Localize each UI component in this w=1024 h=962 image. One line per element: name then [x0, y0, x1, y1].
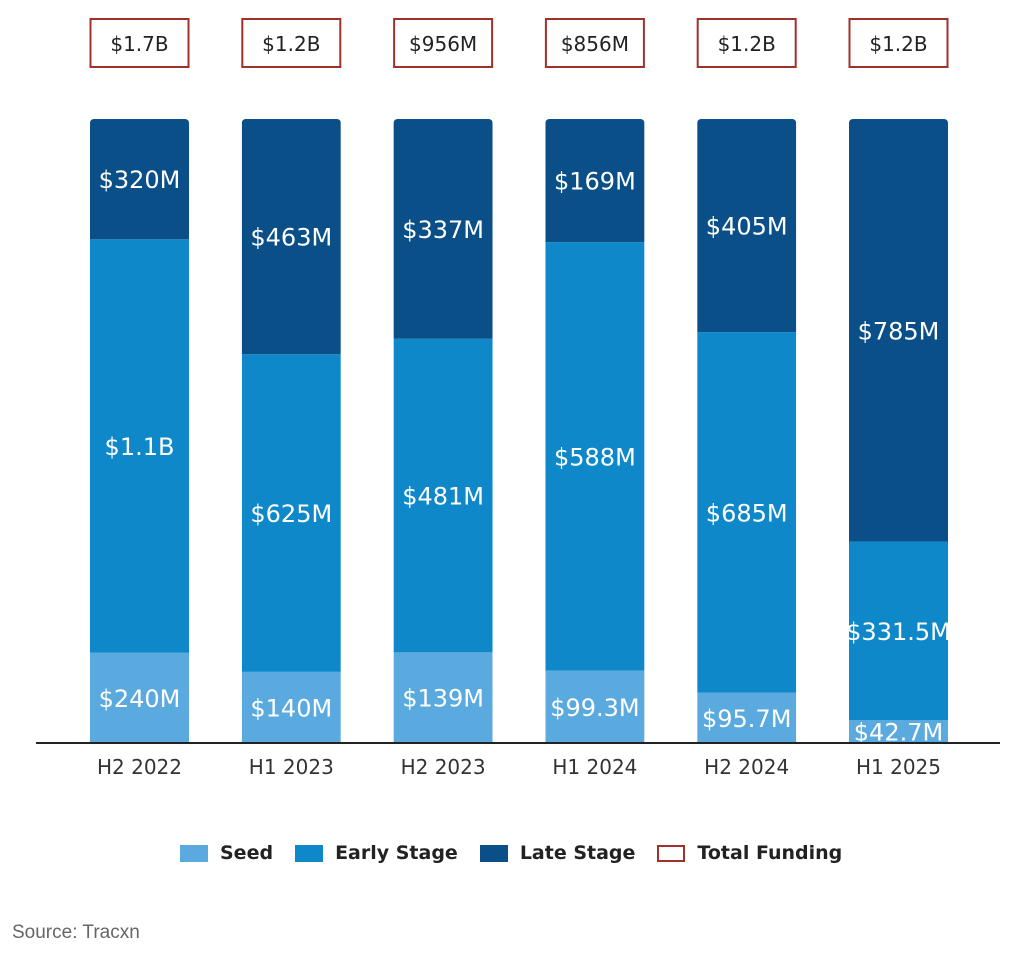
bar-segment-late-stage	[697, 119, 797, 333]
source-note: Source: Tracxn	[12, 922, 140, 943]
bar-segment-late-stage	[90, 119, 189, 240]
x-tick-label: H1 2025	[856, 755, 941, 779]
bar-segment-early-stage	[697, 332, 797, 693]
legend-label-early-stage: Early Stage	[335, 842, 458, 864]
data-label: $240M	[99, 685, 181, 713]
total-funding-label: $856M	[561, 32, 629, 56]
total-funding-label: $1.2B	[718, 32, 776, 56]
data-label: $337M	[402, 216, 484, 244]
data-label: $588M	[554, 443, 636, 471]
total-funding-label: $1.2B	[869, 32, 927, 56]
data-label: $405M	[706, 213, 788, 241]
data-label: $42.7M	[854, 719, 943, 747]
legend-label-seed: Seed	[220, 842, 274, 864]
data-label: $140M	[250, 694, 332, 722]
bar-segment-early-stage	[545, 242, 645, 671]
bar-segment-late-stage	[241, 119, 341, 355]
data-label: $99.3M	[550, 694, 639, 722]
legend-swatch-late-stage	[479, 844, 508, 862]
bar-segment-seed	[241, 671, 341, 743]
data-label: $95.7M	[702, 705, 791, 733]
bar-segment-late-stage	[849, 119, 948, 542]
legend-item-total-funding: Total Funding	[657, 842, 842, 864]
bar-segment-late-stage	[545, 119, 645, 243]
bar-segment-early-stage	[393, 338, 493, 653]
total-funding-box	[89, 18, 190, 68]
data-label: $320M	[99, 166, 181, 194]
x-tick-label: H1 2024	[552, 755, 637, 779]
total-funding-label: $1.2B	[262, 32, 320, 56]
legend-item-seed: Seed	[180, 842, 273, 864]
total-funding-box	[696, 18, 797, 68]
data-label: $331.5M	[846, 618, 951, 646]
x-tick-label: H2 2023	[401, 755, 486, 779]
bar-segment-seed	[393, 652, 493, 743]
data-label: $785M	[858, 317, 940, 345]
legend-item-late-stage: Late Stage	[479, 842, 636, 864]
data-label: $1.1B	[105, 433, 175, 461]
bar-segment-early-stage	[90, 239, 189, 653]
x-tick-label: H1 2023	[249, 755, 334, 779]
bar-segment-early-stage	[241, 354, 341, 672]
bar-segment-seed	[849, 720, 948, 743]
legend-label-late-stage: Late Stage	[519, 842, 636, 864]
bar-segment-seed	[545, 670, 645, 743]
x-tick-label: H2 2022	[97, 755, 182, 779]
data-label: $685M	[706, 499, 788, 527]
legend-swatch-total-funding	[657, 844, 686, 862]
x-tick-label: H2 2024	[704, 755, 789, 779]
chart-legend: Seed Early Stage Late Stage Total Fundin…	[180, 842, 864, 864]
data-label: $463M	[250, 224, 332, 252]
bar-segment-late-stage	[393, 119, 493, 339]
bar-segment-seed	[697, 692, 797, 743]
bar-segment-early-stage	[849, 541, 948, 721]
data-label: $625M	[250, 500, 332, 528]
total-funding-label: $956M	[409, 32, 477, 56]
data-label: $139M	[402, 685, 484, 713]
legend-swatch-early-stage	[295, 844, 324, 862]
total-funding-box	[544, 18, 645, 68]
legend-label-total-funding: Total Funding	[697, 842, 843, 864]
total-funding-label: $1.7B	[110, 32, 168, 56]
data-label: $169M	[554, 168, 636, 196]
total-funding-box	[848, 18, 949, 68]
legend-item-early-stage: Early Stage	[295, 842, 458, 864]
bar-segment-seed	[90, 652, 189, 743]
total-funding-box	[241, 18, 342, 68]
data-label: $481M	[402, 483, 484, 511]
legend-swatch-seed	[180, 844, 208, 862]
total-funding-box	[393, 18, 494, 68]
